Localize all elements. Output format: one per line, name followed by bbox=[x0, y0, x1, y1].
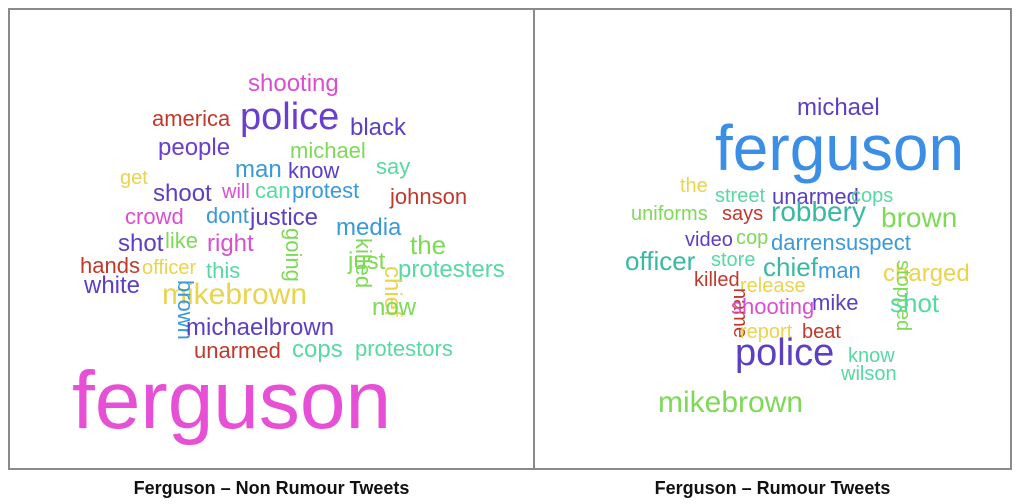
word-protest: protest bbox=[292, 178, 360, 203]
word-now: now bbox=[372, 294, 417, 321]
word-the: the bbox=[680, 175, 708, 197]
word-johnson: johnson bbox=[390, 184, 468, 209]
word-beat: beat bbox=[802, 321, 841, 343]
word-the: the bbox=[410, 230, 447, 260]
word-crowd: crowd bbox=[125, 204, 184, 229]
word-brown: brown bbox=[881, 202, 958, 233]
word-this: this bbox=[206, 258, 241, 283]
caption-rumour: Ferguson – Rumour Tweets bbox=[654, 478, 891, 498]
word-mikebrown: mikebrown bbox=[658, 386, 804, 419]
word-michael: michael bbox=[290, 138, 366, 163]
wordcloud-non-rumour: shooting america police black people michael m… bbox=[10, 10, 533, 468]
word-ferguson: ferguson bbox=[715, 112, 965, 184]
word-darren: darren bbox=[771, 230, 835, 255]
word-going: going bbox=[281, 228, 306, 282]
wordcloud-rumour: michael ferguson the street unarmed cops unifo… bbox=[535, 10, 1010, 468]
word-media: media bbox=[336, 214, 402, 241]
word-suspect: suspect bbox=[835, 230, 911, 255]
word-mike: mike bbox=[812, 290, 859, 315]
word-white: white bbox=[84, 272, 141, 299]
word-protesters: protesters bbox=[398, 256, 505, 283]
word-cop: cop bbox=[736, 227, 769, 249]
word-report: report bbox=[740, 321, 793, 343]
word-store: store bbox=[711, 249, 756, 271]
word-man: man bbox=[235, 156, 282, 183]
word-shooting: shooting bbox=[248, 70, 339, 97]
word-uniforms: uniforms bbox=[631, 203, 708, 225]
word-police: police bbox=[240, 96, 340, 138]
word-officer: officer bbox=[625, 246, 696, 276]
word-ferguson: ferguson bbox=[72, 355, 392, 446]
word-america: america bbox=[152, 106, 231, 131]
word-shot: shot bbox=[118, 230, 164, 257]
word-officer: officer bbox=[142, 257, 197, 279]
word-dont: dont bbox=[206, 203, 249, 228]
word-unarmed: unarmed bbox=[772, 184, 859, 209]
word-mikebrown: mikebrown bbox=[162, 278, 308, 311]
word-hands: hands bbox=[80, 253, 140, 278]
word-says: says bbox=[722, 203, 764, 225]
word-video: video bbox=[685, 229, 733, 251]
word-will: will bbox=[222, 181, 250, 203]
word-charged: charged bbox=[883, 260, 970, 287]
word-get: get bbox=[120, 167, 148, 189]
word-wilson: wilson bbox=[841, 363, 897, 385]
word-police: police bbox=[735, 332, 835, 374]
word-justice: justice bbox=[250, 204, 319, 231]
word-know: know bbox=[288, 158, 340, 183]
word-shoot: shoot bbox=[153, 180, 212, 207]
caption-non-rumour: Ferguson – Non Rumour Tweets bbox=[133, 478, 410, 498]
word-shot: shot bbox=[890, 288, 940, 318]
word-robbery: robbery bbox=[771, 196, 866, 227]
word-shooting: shooting bbox=[731, 294, 815, 319]
word-man: man bbox=[818, 258, 861, 283]
word-cops: cops bbox=[851, 185, 894, 207]
word-black: black bbox=[350, 114, 407, 141]
word-killed: killed bbox=[694, 269, 740, 291]
word-know: know bbox=[848, 345, 895, 367]
figure-frame bbox=[8, 8, 1012, 470]
word-cops: cops bbox=[292, 336, 343, 363]
word-right: right bbox=[207, 230, 254, 257]
word-can: can bbox=[255, 178, 291, 203]
word-protestors: protestors bbox=[355, 336, 453, 361]
word-chief: chief bbox=[763, 252, 818, 282]
word-just: just bbox=[348, 248, 386, 275]
word-release: release bbox=[740, 275, 806, 297]
word-street: street bbox=[715, 185, 766, 207]
word-michaelbrown: michaelbrown bbox=[186, 314, 335, 341]
word-unarmed: unarmed bbox=[194, 338, 281, 363]
word-people: people bbox=[158, 134, 231, 161]
panel-divider bbox=[533, 8, 535, 470]
word-say: say bbox=[376, 154, 411, 179]
word-michael: michael bbox=[797, 94, 880, 121]
word-like: like bbox=[165, 228, 199, 253]
